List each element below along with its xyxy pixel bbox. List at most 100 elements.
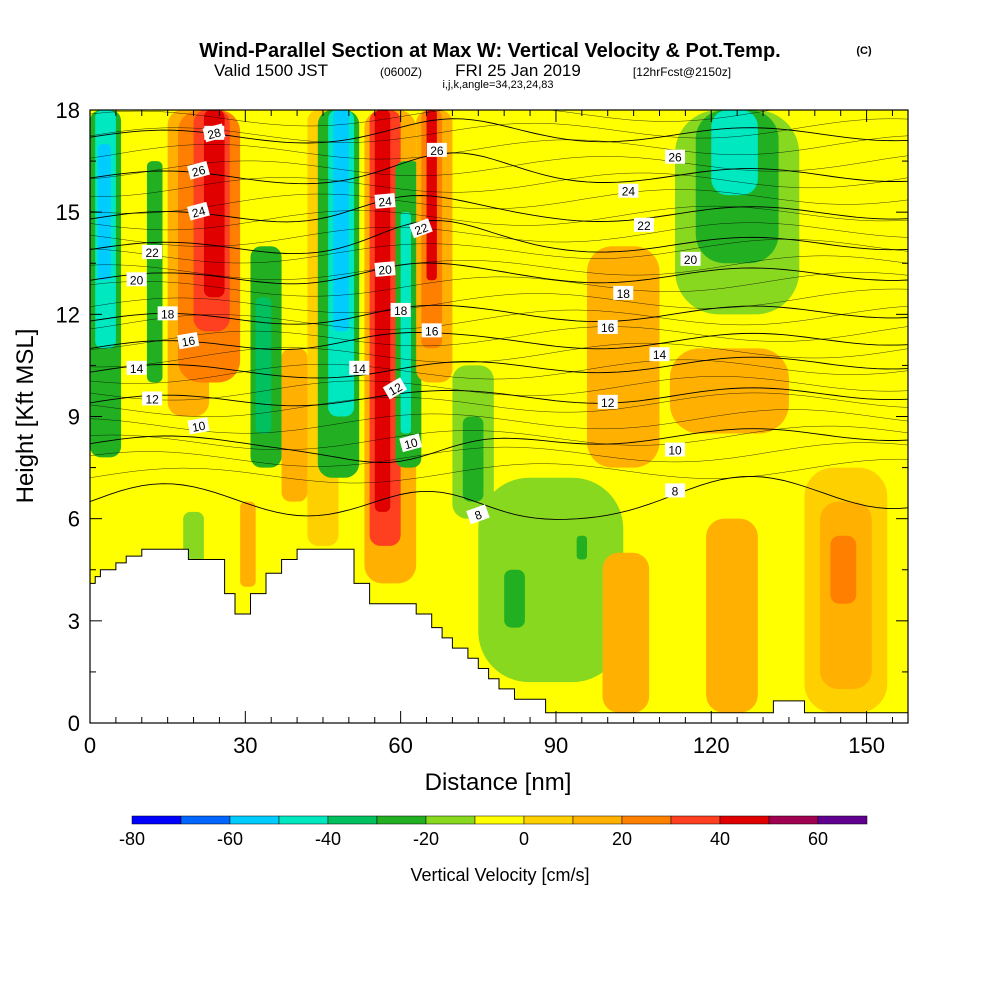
x-axis-label: Distance [nm] <box>425 769 572 796</box>
contour-label: 24 <box>618 183 639 199</box>
colorbar-swatch <box>131 815 182 825</box>
y-tick-label: 0 <box>68 711 80 736</box>
valid-date: FRI 25 Jan 2019 <box>455 61 581 80</box>
theta-contour-minor <box>90 172 908 197</box>
colorbar-swatch <box>817 815 868 825</box>
valid-time: Valid 1500 JST <box>214 61 328 80</box>
y-tick-label: 9 <box>68 405 80 430</box>
colorbar-swatch <box>327 815 378 825</box>
y-tick-label: 18 <box>56 98 80 123</box>
colorbar-swatch <box>621 815 672 825</box>
svg-text:8: 8 <box>672 484 679 498</box>
theta-contour-minor <box>90 359 908 384</box>
contour-label: 14 <box>349 360 370 376</box>
colorbar-swatch <box>474 815 525 825</box>
contour-label: 14 <box>126 360 147 376</box>
contour-label: 10 <box>399 433 423 452</box>
svg-text:24: 24 <box>378 194 393 209</box>
velocity-cell <box>146 161 163 383</box>
svg-text:12: 12 <box>145 392 159 406</box>
contour-label: 26 <box>186 160 210 180</box>
velocity-cell <box>576 535 588 560</box>
theta-contour <box>90 262 908 285</box>
colorbar-label: 60 <box>808 829 828 849</box>
theta-contour-minor <box>90 205 908 231</box>
colorbar-swatch <box>425 815 476 825</box>
contour-label: 18 <box>157 306 178 321</box>
section-params: i,j,k,angle=34,23,24,83 <box>442 79 553 91</box>
colorbar-swatch <box>229 815 280 825</box>
svg-text:26: 26 <box>190 163 207 180</box>
theta-contour-minor <box>90 135 908 160</box>
x-tick-label: 60 <box>388 733 412 758</box>
colorbar-swatch <box>376 815 427 825</box>
theta-contour-minor <box>90 189 908 214</box>
svg-text:22: 22 <box>145 246 159 260</box>
colorbar-swatch <box>670 815 721 825</box>
velocity-cell <box>602 552 650 713</box>
velocity-cell <box>240 501 256 587</box>
velocity-cell <box>706 518 758 713</box>
y-axis: 0 3 6 9 12 15 18 <box>56 98 908 736</box>
contour-label: 12 <box>142 391 163 406</box>
theta-contour <box>90 428 908 463</box>
svg-text:10: 10 <box>191 419 207 435</box>
svg-text:20: 20 <box>684 253 698 267</box>
velocity-cell <box>333 110 349 332</box>
colorbar-label: 20 <box>612 829 632 849</box>
contour-label: 28 <box>202 123 226 142</box>
velocity-cell <box>281 348 308 502</box>
contour-label: 10 <box>665 442 686 458</box>
contour-labels: 8101214161820222426282826242220181614121… <box>126 123 701 525</box>
svg-text:22: 22 <box>637 219 651 233</box>
contour-label: 24 <box>374 193 396 210</box>
svg-text:14: 14 <box>653 348 667 362</box>
svg-text:14: 14 <box>130 362 144 376</box>
theta-contour-minor <box>90 442 908 467</box>
theta-contour-minor <box>90 239 908 264</box>
contour-label: 20 <box>126 272 147 287</box>
theta-contour <box>90 152 908 185</box>
svg-text:14: 14 <box>353 362 367 376</box>
colorbar-label: -60 <box>217 829 243 849</box>
theta-contour-minor <box>90 110 774 127</box>
terrain-mask <box>90 548 908 723</box>
contour-label: 26 <box>426 142 447 158</box>
velocity-cell <box>462 416 484 502</box>
contour-label: 20 <box>680 251 701 267</box>
contour-label: 26 <box>665 149 686 165</box>
svg-text:22: 22 <box>413 220 431 238</box>
contour-label: 16 <box>177 331 200 350</box>
svg-text:20: 20 <box>378 262 393 277</box>
contour-label: 12 <box>597 394 618 410</box>
contour-label: 24 <box>186 201 210 221</box>
svg-text:26: 26 <box>430 144 444 158</box>
theta-contour <box>90 387 908 407</box>
y-tick-label: 12 <box>56 302 80 327</box>
svg-text:16: 16 <box>601 321 615 335</box>
valid-utc: (0600Z) <box>380 65 422 79</box>
y-tick-label: 15 <box>56 200 80 225</box>
theta-contour-minor <box>90 306 908 330</box>
contour-label: 22 <box>633 217 654 233</box>
theta-contour-minor <box>90 255 908 280</box>
forecast-info: [12hrFcst@2150z] <box>633 65 731 79</box>
colorbar-label: -80 <box>119 829 145 849</box>
contour-label: 8 <box>466 504 490 525</box>
theta-contour-minor <box>90 118 908 143</box>
colorbar-label: 40 <box>710 829 730 849</box>
x-tick-label: 120 <box>693 733 730 758</box>
velocity-cell <box>711 110 758 196</box>
chart-title: Wind-Parallel Section at Max W: Vertical… <box>199 40 780 62</box>
theta-contour <box>90 304 908 325</box>
colorbar-title: Vertical Velocity [cm/s] <box>410 865 589 885</box>
velocity-cell <box>426 110 437 281</box>
theta-contour-minor <box>90 376 908 401</box>
contour-label: 14 <box>649 347 670 362</box>
svg-text:10: 10 <box>668 444 682 458</box>
svg-text:26: 26 <box>668 151 682 165</box>
contour-label: 8 <box>665 483 686 498</box>
colorbar-label: 0 <box>519 829 529 849</box>
contour-label: 10 <box>187 417 210 435</box>
